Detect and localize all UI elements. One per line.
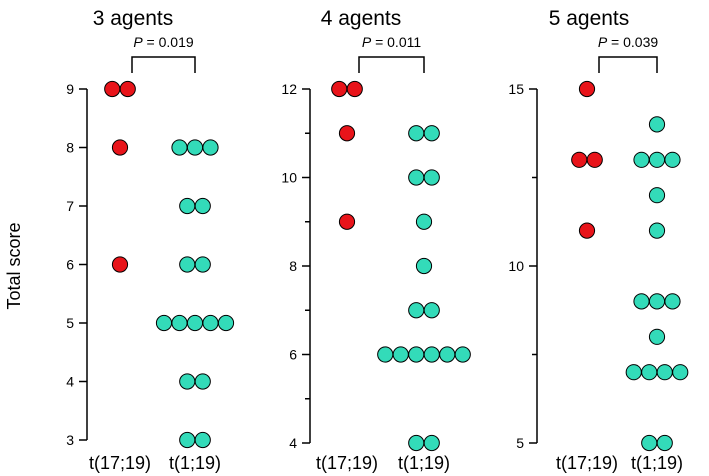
data-point	[111, 139, 129, 156]
data-point	[408, 346, 425, 363]
data-point	[648, 151, 666, 168]
data-point	[625, 364, 642, 381]
data-point	[194, 373, 211, 390]
data-point	[186, 139, 204, 156]
data-point	[423, 125, 440, 142]
data-point	[179, 431, 196, 449]
y-tick-label: 5	[516, 435, 524, 451]
data-point	[179, 256, 196, 273]
y-tick-label: 8	[289, 258, 297, 274]
chart-panel-2: 4 agents 4 6 8 10 12 t(17;19) t(1;19) P = 0.011	[281, 7, 471, 473]
data-point	[111, 256, 129, 273]
data-point	[423, 302, 440, 319]
data-point	[641, 364, 658, 381]
x-category-label: t(1;19)	[398, 453, 450, 473]
data-point	[408, 434, 425, 452]
data-point	[119, 80, 136, 98]
y-tick-label: 9	[66, 81, 74, 97]
data-point	[648, 328, 666, 345]
y-tick-label: 12	[281, 81, 297, 97]
data-point	[415, 257, 433, 275]
p-value-label: P = 0.039	[598, 34, 659, 50]
data-point	[346, 80, 363, 98]
data-point	[155, 314, 173, 332]
data-point	[664, 293, 681, 310]
y-tick-label: 5	[66, 315, 74, 331]
data-point	[408, 169, 425, 186]
panel-title: 3 agents	[93, 7, 174, 30]
chart-panel-3: 5 agents 5 10 15 t(17;19) t(1;19) P = 0.039	[508, 7, 689, 473]
data-point	[171, 314, 188, 332]
data-point	[423, 434, 440, 452]
data-point	[171, 139, 188, 156]
y-tick-label: 6	[289, 347, 297, 363]
data-point	[179, 373, 196, 390]
data-point	[439, 346, 456, 363]
y-tick-label: 15	[508, 81, 524, 97]
y-tick-label: 10	[281, 170, 297, 186]
data-point	[648, 187, 666, 204]
data-point	[408, 125, 425, 142]
data-point	[392, 346, 409, 363]
data-point	[423, 169, 440, 186]
y-tick-label: 7	[66, 198, 74, 214]
data-point	[641, 434, 658, 452]
data-point	[202, 314, 219, 332]
data-point	[331, 80, 348, 98]
significance-bracket	[358, 56, 425, 73]
data-point	[648, 293, 666, 310]
data-point	[423, 346, 440, 363]
panel-title: 5 agents	[549, 7, 630, 30]
data-point	[408, 302, 425, 319]
significance-bracket	[598, 56, 658, 73]
data-point	[217, 314, 235, 332]
data-point	[202, 139, 219, 156]
y-tick-label: 4	[66, 374, 74, 390]
data-point	[338, 125, 356, 142]
y-tick-label: 6	[66, 257, 74, 273]
chart-panel-1: 3 agents 3 4 5 6 7 8 9 t(17;19) t(1;19) P = 0.019	[66, 7, 235, 473]
data-point	[338, 213, 356, 230]
data-point	[104, 80, 121, 98]
data-point	[633, 151, 650, 168]
data-point	[633, 293, 650, 310]
x-category-label: t(17;19)	[89, 453, 151, 473]
data-point	[454, 346, 471, 363]
data-point	[672, 364, 689, 381]
significance-bracket	[131, 56, 196, 73]
p-value-label: P = 0.011	[362, 34, 422, 50]
x-category-label: t(17;19)	[556, 453, 618, 473]
data-point	[415, 213, 433, 230]
data-point	[179, 197, 196, 215]
y-axis-label: Total score	[4, 222, 24, 309]
panel-title: 4 agents	[321, 7, 402, 30]
x-category-label: t(17;19)	[316, 453, 378, 473]
data-point	[194, 431, 211, 449]
x-category-label: t(1;19)	[631, 453, 683, 473]
data-point	[578, 222, 596, 239]
data-point	[578, 80, 596, 98]
data-point	[186, 314, 204, 332]
data-point	[656, 364, 673, 381]
y-tick-label: 10	[508, 258, 524, 274]
data-point	[586, 151, 603, 168]
data-point	[664, 151, 681, 168]
x-category-label: t(1;19)	[169, 453, 221, 473]
data-point	[648, 116, 666, 133]
y-tick-label: 4	[289, 435, 297, 451]
data-point	[194, 197, 211, 215]
data-point	[194, 256, 211, 273]
data-point	[648, 222, 666, 239]
data-point	[656, 434, 673, 452]
data-point	[377, 346, 394, 363]
p-value-label: P = 0.019	[133, 34, 194, 50]
y-tick-label: 3	[66, 432, 74, 448]
data-point	[571, 151, 588, 168]
y-tick-label: 8	[66, 140, 74, 156]
